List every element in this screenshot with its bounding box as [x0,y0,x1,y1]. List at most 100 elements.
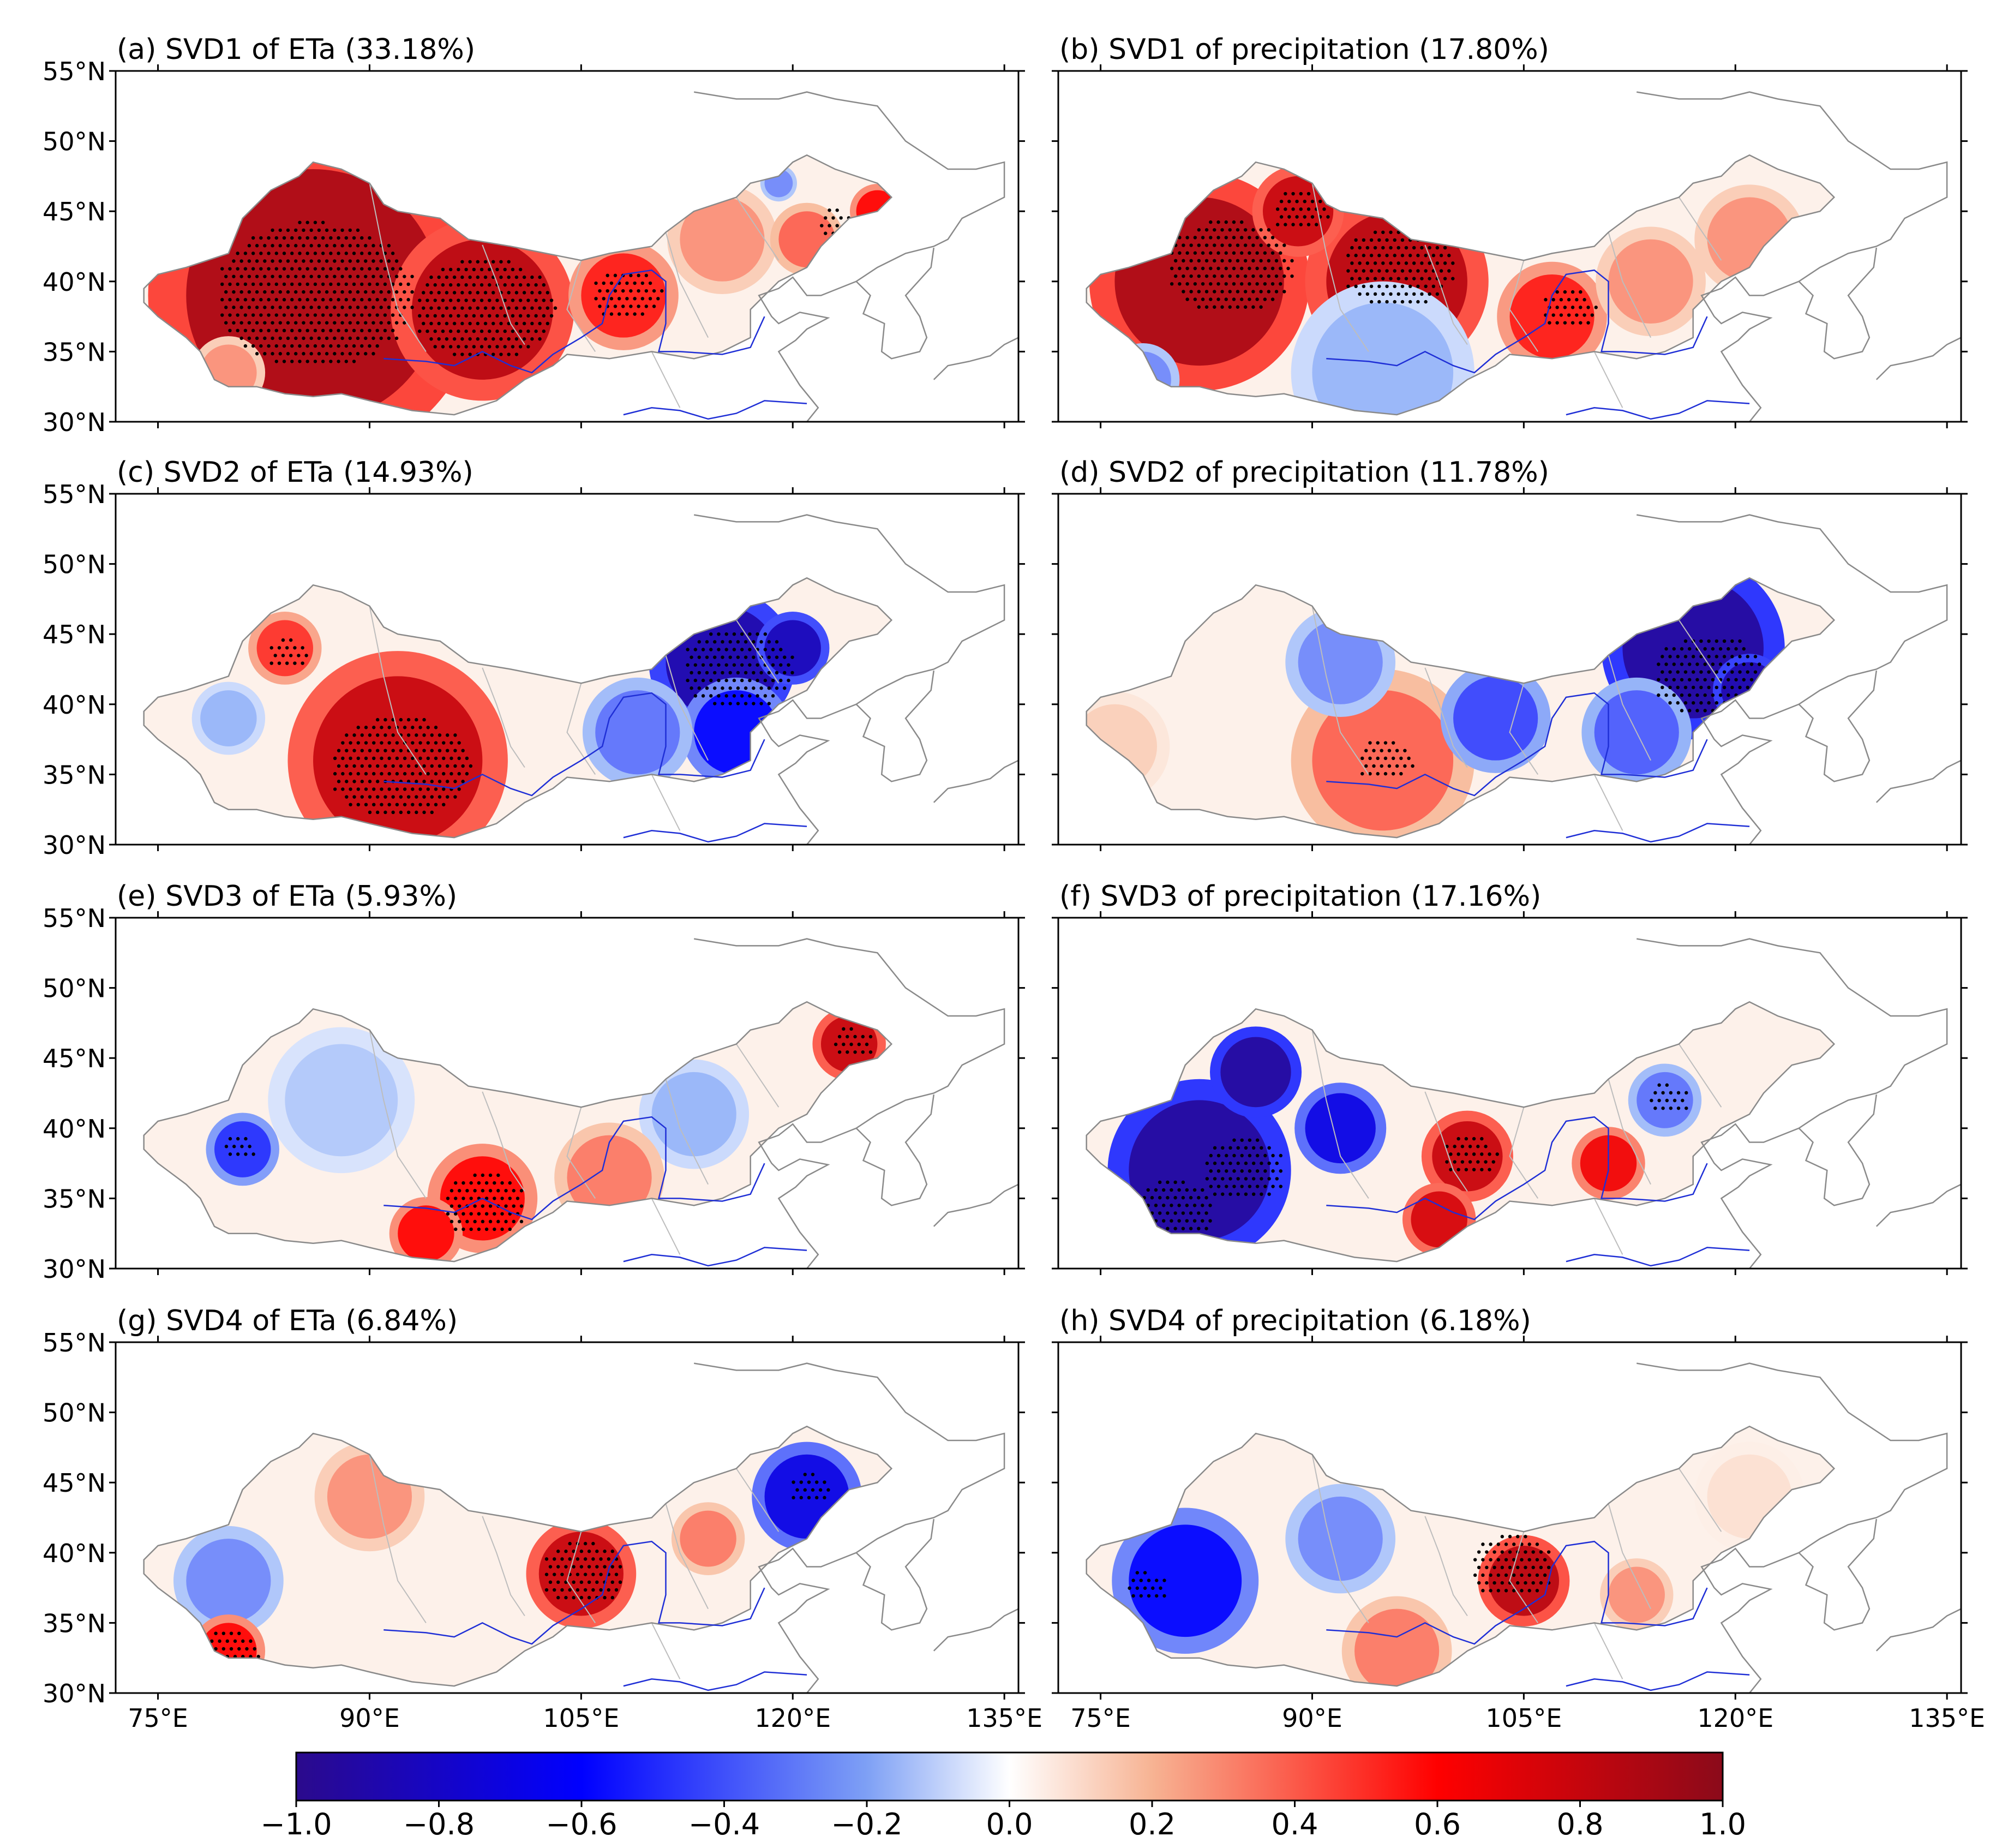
province-border [566,260,596,352]
coastline [855,247,935,360]
colorbar-tick-label: 1.0 [1699,1807,1746,1841]
significance-stipple [1170,192,1598,325]
coastline [1875,759,1961,803]
province-border [1593,1198,1623,1255]
province-border [1509,1531,1539,1623]
map-frame [1057,1341,1962,1694]
province-border [369,183,427,352]
colorbar-tick-label: −0.8 [403,1807,475,1841]
lat-tick-label: 55°N [43,480,106,509]
field-blob [1488,1545,1560,1616]
province-border [482,1091,525,1192]
lon-tick-label: 90°E [1282,1703,1342,1733]
yellow-river [1326,269,1708,374]
lat-tick-label: 35°N [43,1184,106,1213]
coastline [693,514,1005,845]
field-blob [313,676,483,838]
province-border [1311,1454,1369,1623]
field-blob [1312,690,1454,831]
colorbar: −1.0 −0.8 −0.6 −0.4 −0.2 0.0 0.2 0.4 0.6 0.8 1.0 [260,1751,1746,1841]
coastline [1636,1362,1948,1693]
region-outline [1086,1001,1836,1263]
province-border [1424,1516,1468,1617]
lat-tick-label: 45°N [43,620,106,649]
field-blob [327,1454,412,1539]
yangtze-river [1566,823,1750,843]
map-frame [115,70,1020,423]
province-border [1593,774,1623,831]
province-border [1509,683,1539,775]
colorbar-tick-label: 0.2 [1129,1807,1176,1841]
coastline [855,670,935,782]
anomaly-field [143,1426,892,1686]
map-frame [1057,493,1962,846]
colorbar-ramp [295,1751,1724,1802]
lat-tick-label: 45°N [43,1044,106,1073]
coastline [1798,670,1878,782]
field-blob [1432,1121,1503,1192]
coastline [1875,337,1961,380]
field-blob [200,690,257,746]
province-border [369,1030,427,1199]
lat-tick-label: 50°N [43,974,106,1003]
lon-tick-label: 135°E [966,1703,1042,1733]
coastline [855,1518,935,1631]
lat-tick-label: 30°N [43,830,106,860]
coastline [1875,1608,1961,1652]
region-outline [143,577,893,839]
anomaly-field [1086,578,1835,838]
lon-tick-label: 120°E [754,1703,831,1733]
coastline [933,1183,1018,1227]
map-frame [115,917,1020,1270]
yellow-river [383,1540,765,1645]
anomaly-field [1086,1002,1835,1262]
yangtze-river [1566,400,1750,420]
yellow-river [383,269,765,374]
yellow-river [383,692,765,797]
yangtze-river [623,823,807,843]
field-blob [1707,197,1792,282]
field-blob [1298,620,1383,704]
field-blob [764,169,793,198]
field-blob [256,620,314,677]
coastline [693,938,1005,1269]
lon-tick-label: 75°E [1070,1703,1131,1733]
coastline [855,1094,935,1206]
coastline [1798,247,1878,360]
map-panel: (g) SVD4 of ETa (6.84%) 30°N 35°N 40°N 45°N 5… [43,1305,1042,1733]
field-blob [567,1135,652,1219]
coastline [933,759,1018,803]
field-blob [680,1510,736,1567]
province-border [665,1079,709,1185]
field-blob [1707,1454,1792,1539]
region-outline [1086,1425,1836,1687]
province-border [1593,351,1623,408]
region-outline [143,1001,893,1263]
province-border [482,244,525,345]
panel-title: (g) SVD4 of ETa (6.84%) [117,1305,458,1337]
panel-title: (b) SVD1 of precipitation (17.80%) [1059,33,1549,66]
province-border [1424,667,1468,768]
province-border [1509,260,1539,352]
anomaly-field [143,1002,892,1262]
coastline [1636,91,1948,422]
coastline [693,1362,1005,1693]
province-border [1678,1043,1722,1108]
province-border [369,606,427,775]
map-frame [1057,917,1962,1270]
lat-tick-label: 30°N [43,408,106,437]
field-blob [581,253,666,338]
province-border [1678,196,1722,261]
province-border [566,683,596,775]
colorbar-tick-label: 0.8 [1557,1807,1604,1841]
lat-tick-label: 40°N [43,690,106,720]
lat-tick-label: 45°N [43,197,106,226]
yangtze-river [623,1247,807,1267]
province-border [482,667,525,768]
field-blob [1129,1524,1242,1637]
province-border [1608,232,1651,338]
field-blob [651,1072,736,1157]
significance-stipple [269,632,794,815]
field-blob [1354,1608,1440,1686]
